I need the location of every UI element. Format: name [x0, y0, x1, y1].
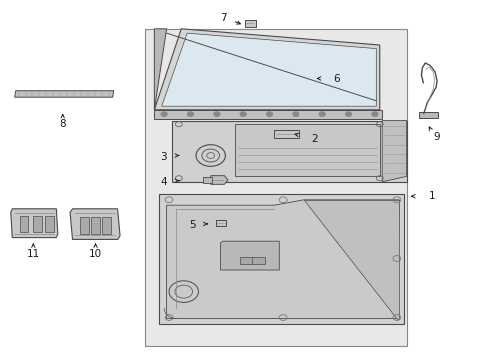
Circle shape: [188, 112, 194, 116]
Bar: [33, 216, 42, 232]
Polygon shape: [167, 200, 399, 319]
Circle shape: [345, 112, 351, 116]
Text: 3: 3: [160, 152, 167, 162]
Circle shape: [372, 112, 378, 116]
Polygon shape: [245, 20, 256, 27]
Polygon shape: [154, 29, 380, 110]
Circle shape: [267, 112, 272, 116]
Bar: [102, 217, 111, 234]
Bar: [45, 216, 54, 232]
Text: 5: 5: [189, 220, 196, 230]
Bar: [20, 216, 28, 232]
Polygon shape: [216, 220, 226, 226]
Text: 10: 10: [89, 249, 102, 259]
Polygon shape: [172, 121, 407, 182]
Text: 6: 6: [333, 74, 340, 84]
Polygon shape: [211, 176, 228, 184]
Polygon shape: [274, 130, 299, 138]
Polygon shape: [220, 241, 279, 270]
Polygon shape: [162, 33, 376, 106]
Polygon shape: [154, 29, 167, 110]
Polygon shape: [70, 209, 120, 239]
Bar: [91, 217, 100, 234]
Text: 4: 4: [160, 177, 167, 187]
Text: 11: 11: [26, 249, 40, 259]
Text: 7: 7: [220, 13, 226, 23]
Polygon shape: [419, 112, 438, 118]
Circle shape: [293, 112, 299, 116]
Polygon shape: [235, 124, 380, 176]
Text: 8: 8: [59, 119, 66, 129]
Polygon shape: [382, 121, 407, 182]
Circle shape: [161, 112, 167, 116]
Polygon shape: [240, 257, 265, 264]
Bar: [80, 217, 89, 234]
Circle shape: [214, 112, 220, 116]
Text: 2: 2: [311, 134, 318, 144]
Polygon shape: [203, 177, 212, 183]
Circle shape: [240, 112, 246, 116]
Polygon shape: [11, 209, 58, 238]
Polygon shape: [154, 110, 382, 119]
Polygon shape: [159, 194, 404, 324]
Text: 1: 1: [429, 191, 436, 201]
Polygon shape: [304, 200, 399, 319]
Polygon shape: [15, 91, 114, 97]
Bar: [145, 29, 407, 346]
Text: 9: 9: [434, 132, 441, 142]
Circle shape: [319, 112, 325, 116]
